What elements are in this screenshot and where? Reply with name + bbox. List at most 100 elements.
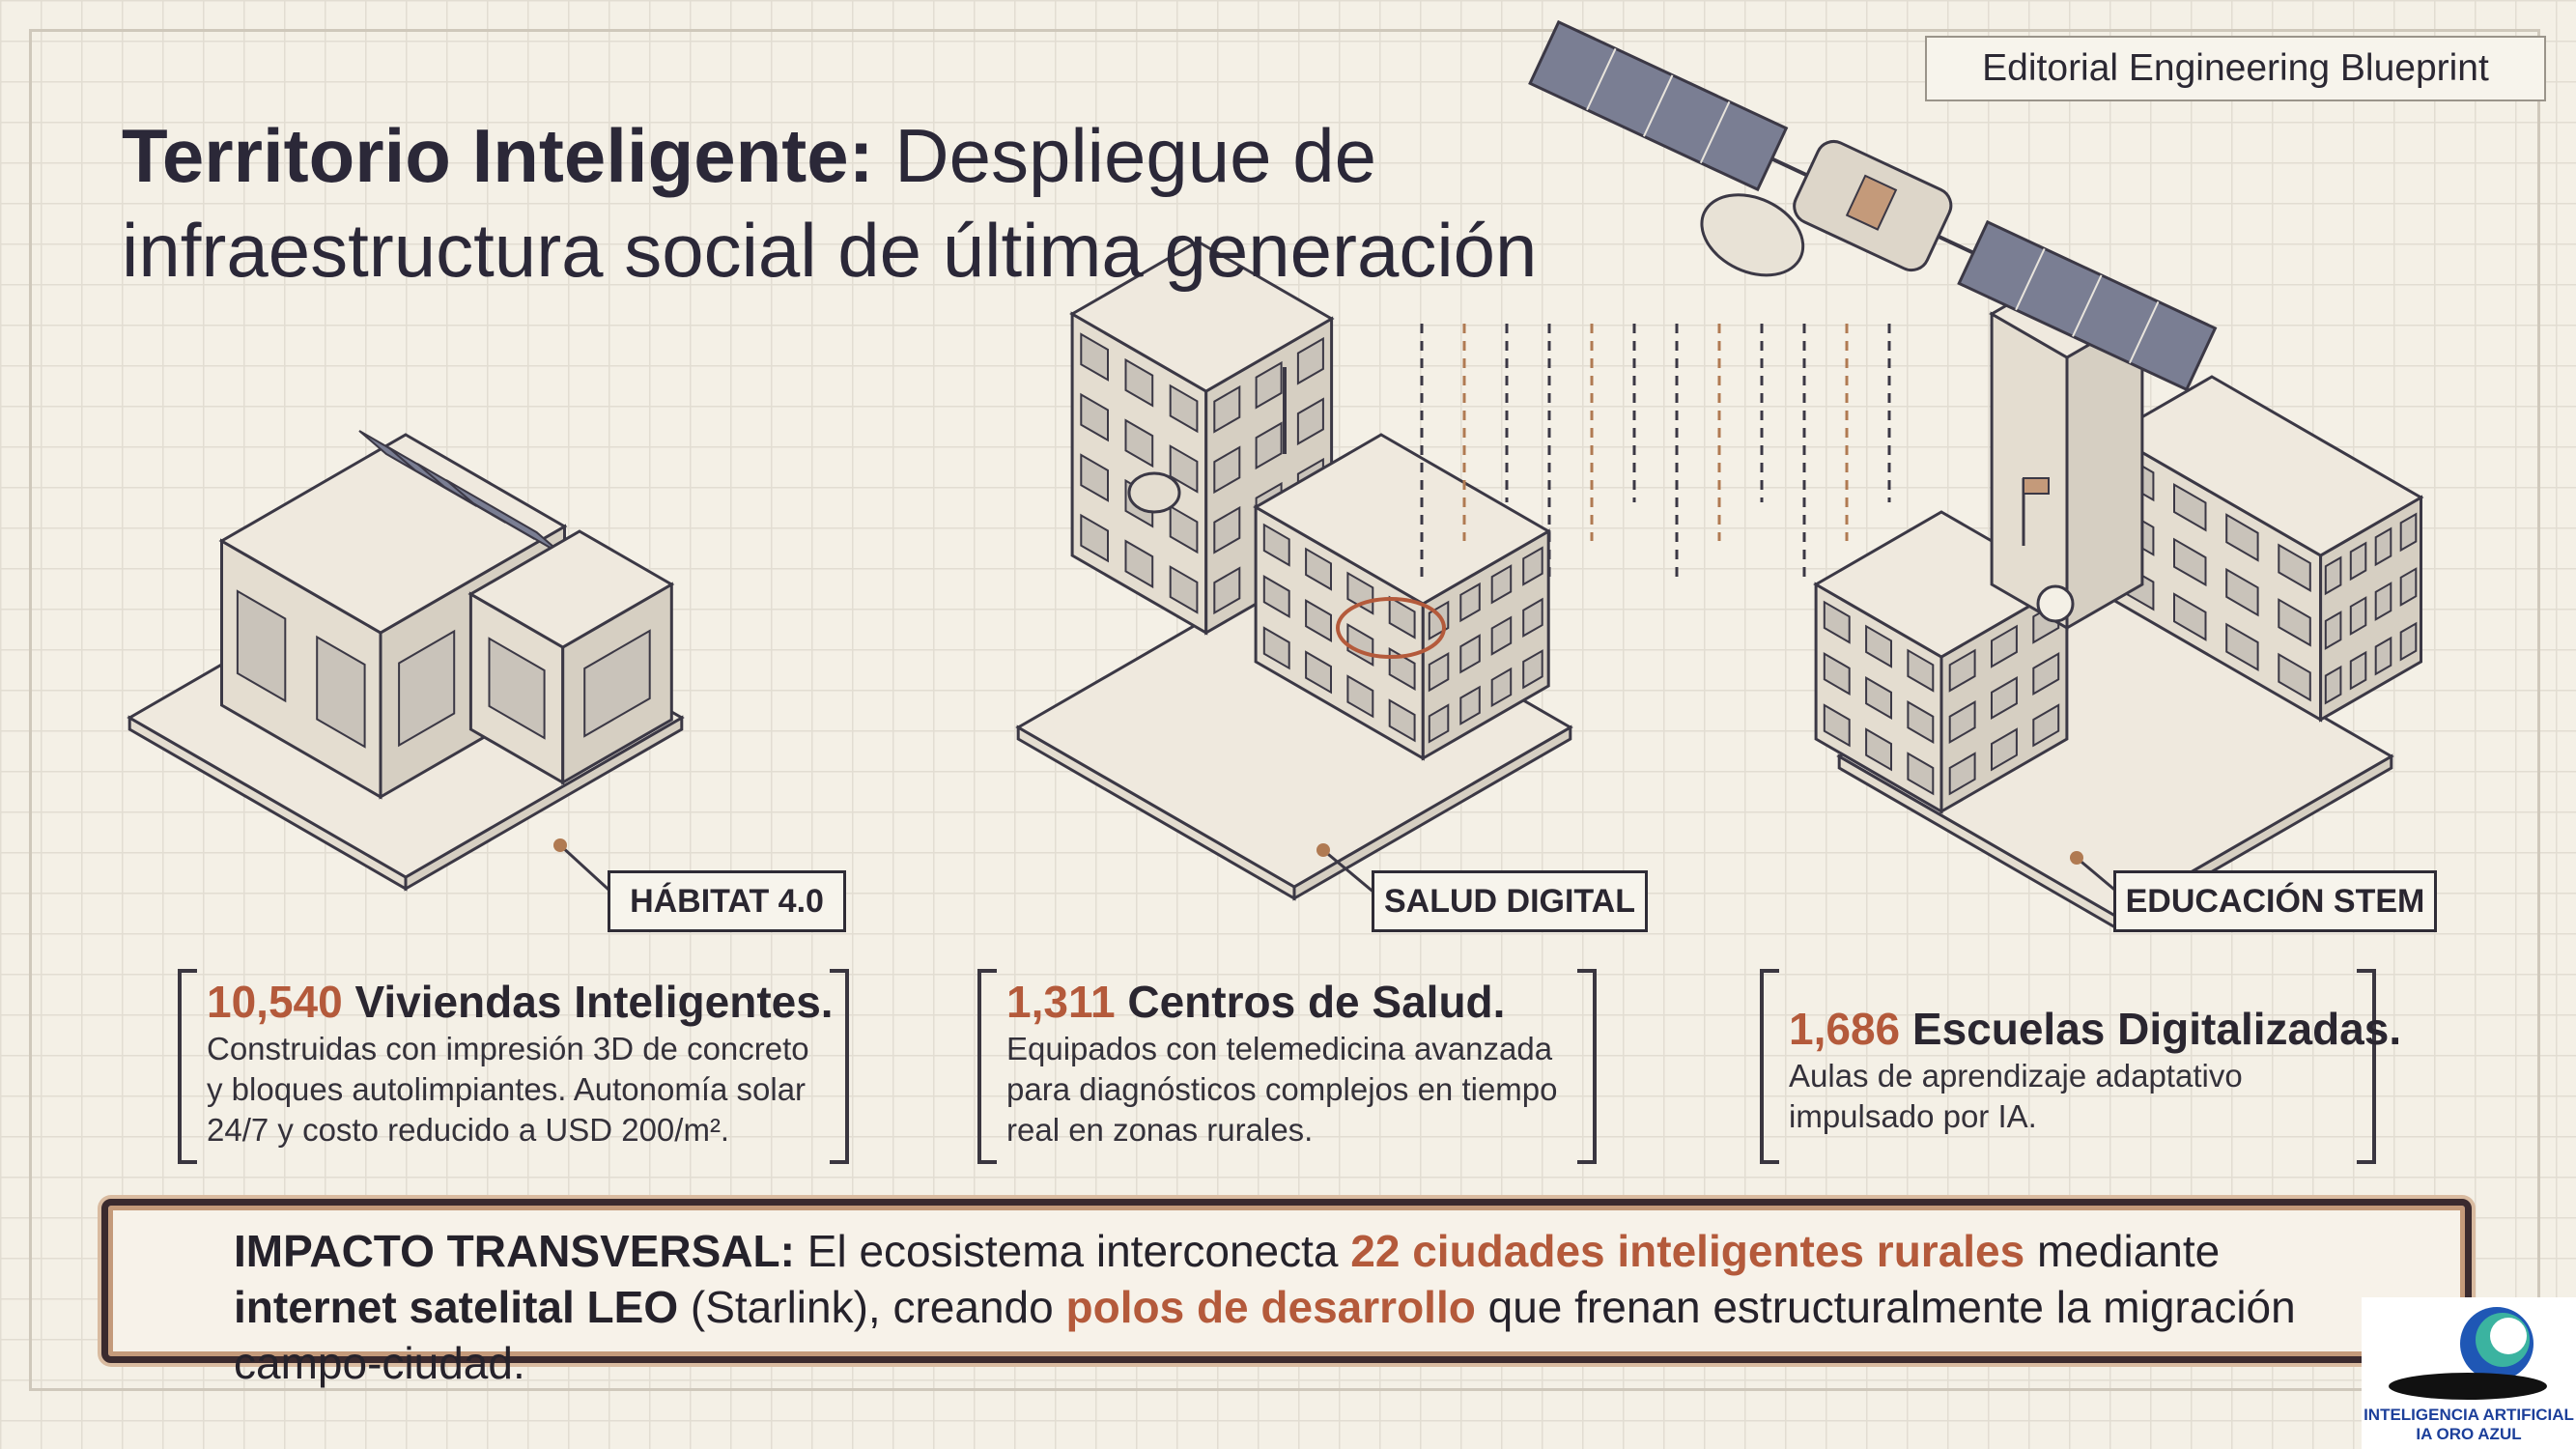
hospital-wing-window — [1490, 667, 1513, 708]
hospital-wing-window — [1388, 698, 1416, 743]
wing-seam — [2072, 274, 2103, 337]
house-window — [398, 629, 456, 748]
card-heading: Escuelas Digitalizadas. — [1911, 1004, 2402, 1054]
school-left-window — [1823, 703, 1851, 748]
school-right-window — [2225, 622, 2259, 672]
hospital-tower-window — [1213, 505, 1241, 554]
hospital-tower-window — [1124, 357, 1154, 408]
hospital-tower-window — [1124, 418, 1154, 469]
hospital-tower-window — [1080, 332, 1109, 382]
card-number: 1,311 — [1006, 977, 1116, 1027]
card-body: Construidas con impresión 3D de concreto… — [207, 1031, 809, 1148]
school-right-window — [2349, 541, 2367, 582]
hospital-tower-window — [1169, 565, 1199, 614]
logo-shadow — [2389, 1373, 2547, 1400]
satellite — [1528, 19, 2218, 392]
logo-text: INTELIGENCIA ARTIFICIAL — [2364, 1406, 2574, 1424]
frame — [29, 29, 2540, 1391]
school-left-window — [1991, 675, 2018, 721]
wing-seam — [1699, 100, 1731, 164]
card-number: 10,540 — [207, 977, 343, 1027]
card-label: SALUD DIGITAL — [1372, 870, 1648, 932]
hospital-wing-window — [1305, 650, 1332, 695]
school-right-window — [2349, 650, 2367, 691]
hospital-wing-window — [1522, 597, 1543, 639]
hospital-wing-window — [1459, 634, 1481, 674]
school-left-window — [1907, 648, 1935, 693]
school-left-window — [1991, 727, 2018, 772]
hospital-wing-window — [1346, 674, 1374, 719]
hospital-tower-window — [1169, 384, 1199, 434]
logo: INTELIGENCIA ARTIFICIAL IA ORO AZUL — [2362, 1297, 2576, 1449]
hospital-tower-top — [1069, 240, 1335, 393]
card-body: Aulas de aprendizaje adaptativo impulsad… — [1789, 1058, 2243, 1134]
school-left-window — [1865, 675, 1892, 721]
title: Territorio Inteligente: Despliegue de in… — [122, 108, 1783, 298]
hospital-wing-window — [1490, 564, 1513, 605]
flag — [2023, 477, 2050, 495]
house-window — [236, 589, 287, 703]
banner-text: IMPACTO TRANSVERSAL: — [234, 1226, 795, 1276]
school-left-window — [2032, 651, 2060, 696]
hospital-wing-window — [1305, 547, 1332, 591]
hospital-wing-window — [1262, 523, 1290, 567]
logo-mark — [2389, 1307, 2547, 1400]
card-head: 1,686 Escuelas Digitalizadas. — [1789, 1002, 2401, 1056]
hospital-tower-window — [1124, 539, 1154, 589]
card: 1,686 Escuelas Digitalizadas. Aulas de a… — [1760, 969, 2401, 1164]
school-right-window — [2278, 543, 2311, 593]
leader-dot — [2070, 851, 2083, 865]
dish — [1127, 471, 1181, 514]
hospital-tower-window — [1296, 397, 1324, 446]
banner-text: que frenan estructuralmente la migración… — [234, 1282, 2296, 1388]
hospital-wing-window — [1305, 598, 1332, 643]
helipad — [1336, 597, 1446, 659]
hospital-wing-window — [1522, 546, 1543, 586]
hospital-tower-window — [1213, 445, 1241, 495]
card: 1,311 Centros de Salud. Equipados con te… — [977, 969, 1597, 1164]
school-right-window — [2324, 611, 2342, 650]
leader-dot — [1316, 843, 1330, 857]
school-tower-left — [1990, 311, 2069, 631]
hospital-tower-window — [1213, 566, 1241, 615]
school-left-window — [1865, 624, 1892, 668]
wing-seam — [2015, 247, 2046, 311]
school-right-window — [2374, 526, 2392, 567]
annex-window — [488, 637, 546, 740]
hospital-tower-window — [1296, 336, 1324, 385]
hospital-wing-window — [1459, 685, 1481, 725]
impact-banner: IMPACTO TRANSVERSAL: El ecosistema inter… — [101, 1199, 2472, 1388]
banner-text: (Starlink), creando — [678, 1282, 1066, 1332]
hospital-tower-window — [1255, 360, 1283, 410]
banner-text: polos de desarrollo — [1065, 1282, 1476, 1332]
hospital-wing-window — [1262, 574, 1290, 619]
hospital-wing-window — [1490, 615, 1513, 656]
school-right-window — [2173, 482, 2207, 532]
card-number: 1,686 — [1789, 1004, 1901, 1054]
card-label: HÁBITAT 4.0 — [608, 870, 846, 932]
school-left-window — [1948, 648, 1976, 693]
hospital-tower-window — [1080, 513, 1109, 563]
card-heading: Viviendas Inteligentes. — [354, 977, 834, 1027]
school-right-window — [2399, 621, 2418, 662]
school-right-top — [2109, 375, 2424, 557]
badge: Editorial Engineering Blueprint — [1925, 36, 2546, 101]
wing-seam — [1643, 74, 1674, 137]
school-right-window — [2349, 596, 2367, 636]
house-top — [218, 433, 568, 635]
school-right-window — [2374, 582, 2392, 621]
card-body: Equipados con telemedicina avanzada para… — [1006, 1031, 1558, 1148]
hospital-wing-window — [1459, 582, 1481, 623]
hospital-wing-window — [1262, 626, 1290, 670]
school-left-window — [1948, 752, 1976, 796]
leader-dot — [553, 838, 567, 852]
house-window — [316, 635, 366, 749]
card-label: EDUCACIÓN STEM — [2113, 870, 2437, 932]
school-left-window — [1991, 624, 2018, 668]
hospital-wing-window — [1428, 703, 1450, 744]
banner-text: El ecosistema interconecta — [794, 1226, 1351, 1276]
bus-panel — [1845, 174, 1898, 231]
